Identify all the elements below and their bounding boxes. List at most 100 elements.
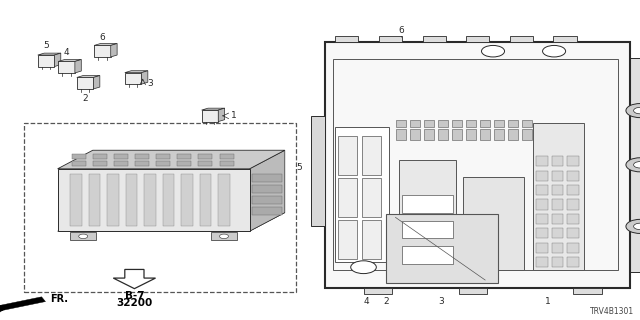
Bar bbox=[114, 161, 128, 166]
Bar bbox=[177, 161, 191, 166]
Polygon shape bbox=[202, 108, 225, 110]
Bar bbox=[522, 120, 532, 127]
Polygon shape bbox=[58, 213, 285, 231]
Circle shape bbox=[626, 158, 640, 172]
Bar bbox=[77, 77, 93, 89]
Bar bbox=[458, 288, 488, 294]
Bar bbox=[552, 199, 563, 210]
Bar bbox=[567, 171, 579, 181]
Bar bbox=[438, 129, 448, 140]
Bar bbox=[522, 129, 532, 140]
Bar bbox=[480, 129, 490, 140]
Bar bbox=[536, 185, 548, 195]
Bar bbox=[338, 178, 357, 217]
Bar bbox=[399, 159, 456, 270]
Text: 32200: 32200 bbox=[116, 298, 152, 308]
Bar bbox=[108, 173, 119, 227]
Bar bbox=[536, 257, 548, 267]
Bar bbox=[362, 178, 381, 217]
Bar bbox=[125, 73, 141, 84]
Bar bbox=[508, 129, 518, 140]
Bar bbox=[573, 288, 602, 294]
Polygon shape bbox=[250, 150, 285, 231]
Bar bbox=[494, 129, 504, 140]
Bar bbox=[466, 36, 489, 42]
Circle shape bbox=[626, 104, 640, 118]
Polygon shape bbox=[58, 169, 250, 231]
Bar bbox=[252, 196, 282, 204]
Text: 6: 6 bbox=[100, 33, 105, 42]
Bar bbox=[114, 154, 128, 159]
Bar bbox=[72, 154, 86, 159]
Bar bbox=[533, 123, 584, 270]
Polygon shape bbox=[218, 108, 225, 122]
Bar bbox=[338, 136, 357, 174]
Bar bbox=[38, 55, 54, 67]
Bar bbox=[94, 45, 111, 57]
Bar bbox=[567, 199, 579, 210]
Bar bbox=[466, 129, 476, 140]
Text: 5: 5 bbox=[297, 163, 302, 172]
Bar bbox=[252, 207, 282, 215]
Bar bbox=[402, 195, 453, 213]
Text: FR.: FR. bbox=[50, 293, 68, 304]
Bar bbox=[466, 120, 476, 127]
Text: TRV4B1301: TRV4B1301 bbox=[589, 307, 634, 316]
Bar bbox=[552, 257, 563, 267]
Bar bbox=[252, 173, 282, 181]
Bar bbox=[89, 173, 100, 227]
Bar bbox=[552, 228, 563, 238]
Bar bbox=[379, 36, 402, 42]
Polygon shape bbox=[111, 44, 117, 57]
Bar bbox=[126, 173, 138, 227]
Text: 4: 4 bbox=[64, 48, 69, 57]
Text: 3: 3 bbox=[148, 79, 153, 88]
Bar bbox=[386, 214, 498, 283]
Bar bbox=[156, 154, 170, 159]
Bar bbox=[410, 120, 420, 127]
Bar bbox=[198, 161, 212, 166]
Polygon shape bbox=[141, 71, 148, 84]
Bar bbox=[145, 173, 156, 227]
Text: 3: 3 bbox=[438, 297, 444, 306]
Polygon shape bbox=[93, 76, 100, 89]
Bar bbox=[494, 120, 504, 127]
Bar bbox=[536, 243, 548, 253]
Bar bbox=[338, 220, 357, 259]
Bar bbox=[72, 161, 86, 166]
Bar bbox=[335, 36, 358, 42]
Bar bbox=[402, 246, 453, 264]
Bar bbox=[70, 232, 96, 240]
Circle shape bbox=[351, 261, 376, 274]
Polygon shape bbox=[77, 76, 100, 77]
Bar bbox=[198, 154, 212, 159]
Text: 5: 5 bbox=[44, 41, 49, 50]
Bar bbox=[93, 161, 107, 166]
Bar bbox=[463, 177, 524, 270]
Bar bbox=[552, 214, 563, 224]
Bar bbox=[24, 123, 296, 292]
Bar bbox=[536, 171, 548, 181]
Bar bbox=[202, 110, 218, 122]
Bar bbox=[438, 120, 448, 127]
Bar bbox=[536, 214, 548, 224]
Bar bbox=[325, 42, 630, 288]
Bar bbox=[552, 185, 563, 195]
Bar bbox=[163, 173, 174, 227]
Bar bbox=[58, 61, 75, 73]
Polygon shape bbox=[58, 150, 285, 169]
Bar bbox=[552, 156, 563, 166]
Polygon shape bbox=[54, 53, 61, 67]
Bar bbox=[630, 58, 640, 272]
Bar bbox=[252, 185, 282, 193]
Bar bbox=[396, 120, 406, 127]
Polygon shape bbox=[125, 71, 148, 73]
Bar bbox=[567, 243, 579, 253]
Circle shape bbox=[481, 45, 504, 57]
Circle shape bbox=[626, 220, 640, 234]
Bar bbox=[567, 214, 579, 224]
Bar bbox=[567, 185, 579, 195]
Bar bbox=[220, 161, 234, 166]
Bar bbox=[70, 173, 82, 227]
Bar bbox=[552, 171, 563, 181]
